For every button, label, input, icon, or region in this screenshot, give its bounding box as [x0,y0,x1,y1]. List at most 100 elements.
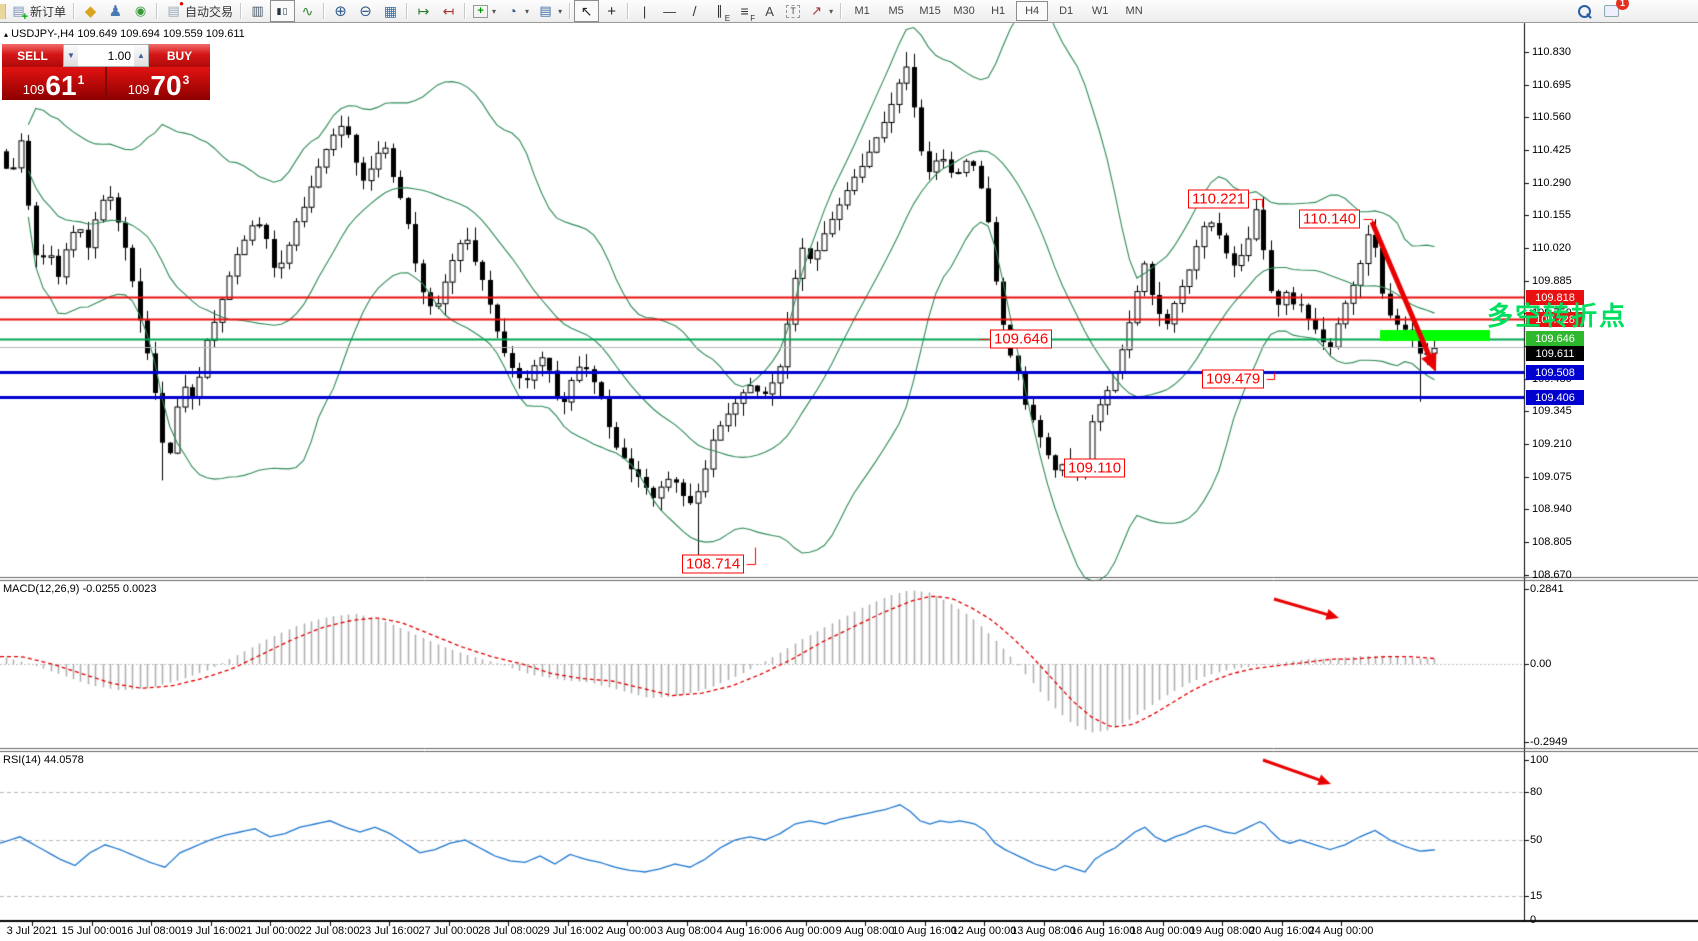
price-axis-tick-label: 110.290 [1532,176,1571,189]
macd-scale-label: -0.2949 [1530,735,1568,748]
toolbar-separator [406,3,409,19]
vertical-line-button[interactable] [632,0,657,22]
time-axis-label: 2 Aug 00:00 [597,925,657,937]
rsi-scale-label: 80 [1530,786,1543,798]
volume-value[interactable]: 1.00 [107,48,131,63]
sell-button[interactable]: SELL [2,44,63,67]
timeframe-h4[interactable]: H4 [1016,1,1049,21]
price-tag-109.646: 109.646 [1526,331,1584,346]
price-tag-109.508: 109.508 [1526,365,1584,380]
arrows-icon [808,3,825,20]
toolbar-separator [569,3,572,19]
time-axis-label: 19 Aug 08:00 [1189,925,1255,937]
tile-windows-icon [382,3,399,20]
price-level-label-109.646[interactable]: 109.646 [990,329,1053,349]
panel-splitter-macd[interactable] [0,576,1698,581]
cursor-button[interactable] [574,0,600,22]
chevron-down-icon: ▾ [492,6,497,16]
new-order-button-label: 新订单 [30,4,67,19]
price-axis-tick-label: 109.210 [1532,438,1572,451]
timeframe-h1[interactable]: H1 [991,5,1006,17]
buy-price-button[interactable]: 109 70 3 [107,67,210,100]
sell-price-main: 61 [45,70,77,101]
volume-increase-button[interactable]: ▲ [134,45,148,66]
candlestick-button[interactable] [270,0,296,22]
bar-chart-button[interactable] [245,0,270,22]
tile-windows-button[interactable] [378,0,403,22]
fibonacci-button[interactable] [732,0,757,23]
macd-scale-label: 0.00 [1530,658,1552,670]
channel-button[interactable] [707,0,732,23]
autotrade-icon [165,0,184,20]
timeframe-d1[interactable]: D1 [1059,5,1074,17]
price-level-label-108.714[interactable]: 108.714 [682,554,745,574]
signals-button[interactable] [128,0,153,22]
indicators-button[interactable]: ▾ [469,0,500,22]
alerts-button[interactable] [78,0,103,22]
notifications-button[interactable]: 1 [1603,0,1629,20]
timeframe-m1[interactable]: M1 [854,5,870,17]
price-axis-tick-label: 108.805 [1532,536,1572,549]
periods-icon [504,3,521,20]
chart-shift-icon [440,3,457,20]
volume-stepper[interactable]: ▼ 1.00 ▲ [63,44,149,67]
one-click-trade-panel: SELL ▼ 1.00 ▲ BUY 109 61 1 109 70 3 [2,44,210,100]
buy-button[interactable]: BUY [149,44,210,67]
crosshair-button[interactable] [599,0,624,22]
timeframe-m5[interactable]: M5 [888,5,904,17]
panel-splitter-rsi[interactable] [0,747,1698,752]
autotrade-button[interactable]: 自动交易 [161,0,237,22]
text-label-button[interactable] [782,0,804,22]
arrows-button[interactable]: ▾ [804,0,837,22]
auto-scroll-icon [415,3,432,20]
zoom-out-button[interactable] [353,0,378,22]
time-axis-label: 24 Aug 00:00 [1308,925,1374,937]
time-axis-label: 20 Aug 16:00 [1249,925,1314,937]
text-label-icon [786,4,801,18]
price-tag-109.406: 109.406 [1526,390,1584,405]
price-level-label-109.110[interactable]: 109.110 [1064,458,1126,478]
price-level-label-109.479[interactable]: 109.479 [1202,369,1265,389]
text-button[interactable] [757,0,782,22]
price-axis-tick-label: 110.830 [1532,46,1571,59]
alerts-icon [82,3,99,20]
new-order-button[interactable]: 新订单 [6,0,70,23]
chevron-down-icon: ▾ [525,6,530,16]
time-axis-label: 4 Aug 16:00 [716,925,776,937]
price-level-label-110.140[interactable]: 110.140 [1299,209,1361,229]
price-axis-tick-label: 110.560 [1532,111,1571,124]
timeframe-mn[interactable]: MN [1125,5,1143,17]
rsi-title: RSI(14) 44.0578 [3,754,84,766]
price-level-label-110.221[interactable]: 110.221 [1188,189,1250,209]
timeframe-m30[interactable]: M30 [953,5,975,17]
toolbar: 新订单 自动交易 ▾ ▾ ▾ ▾ M1 M5 M15 M30 H1 H4 D1 W1 MN 1 [0,0,1698,23]
buy-price-pip: 3 [182,73,190,87]
profile-button[interactable] [103,0,128,22]
templates-button[interactable]: ▾ [533,0,566,22]
turning-point-annotation[interactable]: 多空转折点 [1487,301,1628,331]
chart-shift-button[interactable] [436,0,461,22]
sell-price-button[interactable]: 109 61 1 [2,67,105,100]
periods-button[interactable]: ▾ [500,0,533,22]
line-chart-button[interactable] [295,0,320,22]
timeframe-w1[interactable]: W1 [1091,5,1109,17]
trendline-button[interactable] [682,0,707,22]
bar-chart-icon [249,3,266,20]
volume-decrease-button[interactable]: ▼ [64,45,78,66]
price-tag-109.818: 109.818 [1526,290,1584,305]
price-axis-tick-label: 108.940 [1532,503,1572,516]
time-axis-label: 3 Aug 08:00 [657,925,716,937]
ohlc-close: 109.611 [205,28,245,40]
search-button[interactable] [1576,3,1593,20]
zoom-out-icon [357,3,374,20]
timeframe-m15[interactable]: M15 [919,5,941,17]
auto-scroll-button[interactable] [411,0,436,22]
trendline-icon [686,3,703,20]
toolbar-separator [240,3,243,19]
horizontal-line-button[interactable] [657,0,682,22]
cursor-icon [578,3,595,20]
time-axis-label: 6 Aug 00:00 [776,925,835,937]
zoom-in-button[interactable] [328,0,353,22]
rsi-scale-label: 100 [1530,754,1549,766]
